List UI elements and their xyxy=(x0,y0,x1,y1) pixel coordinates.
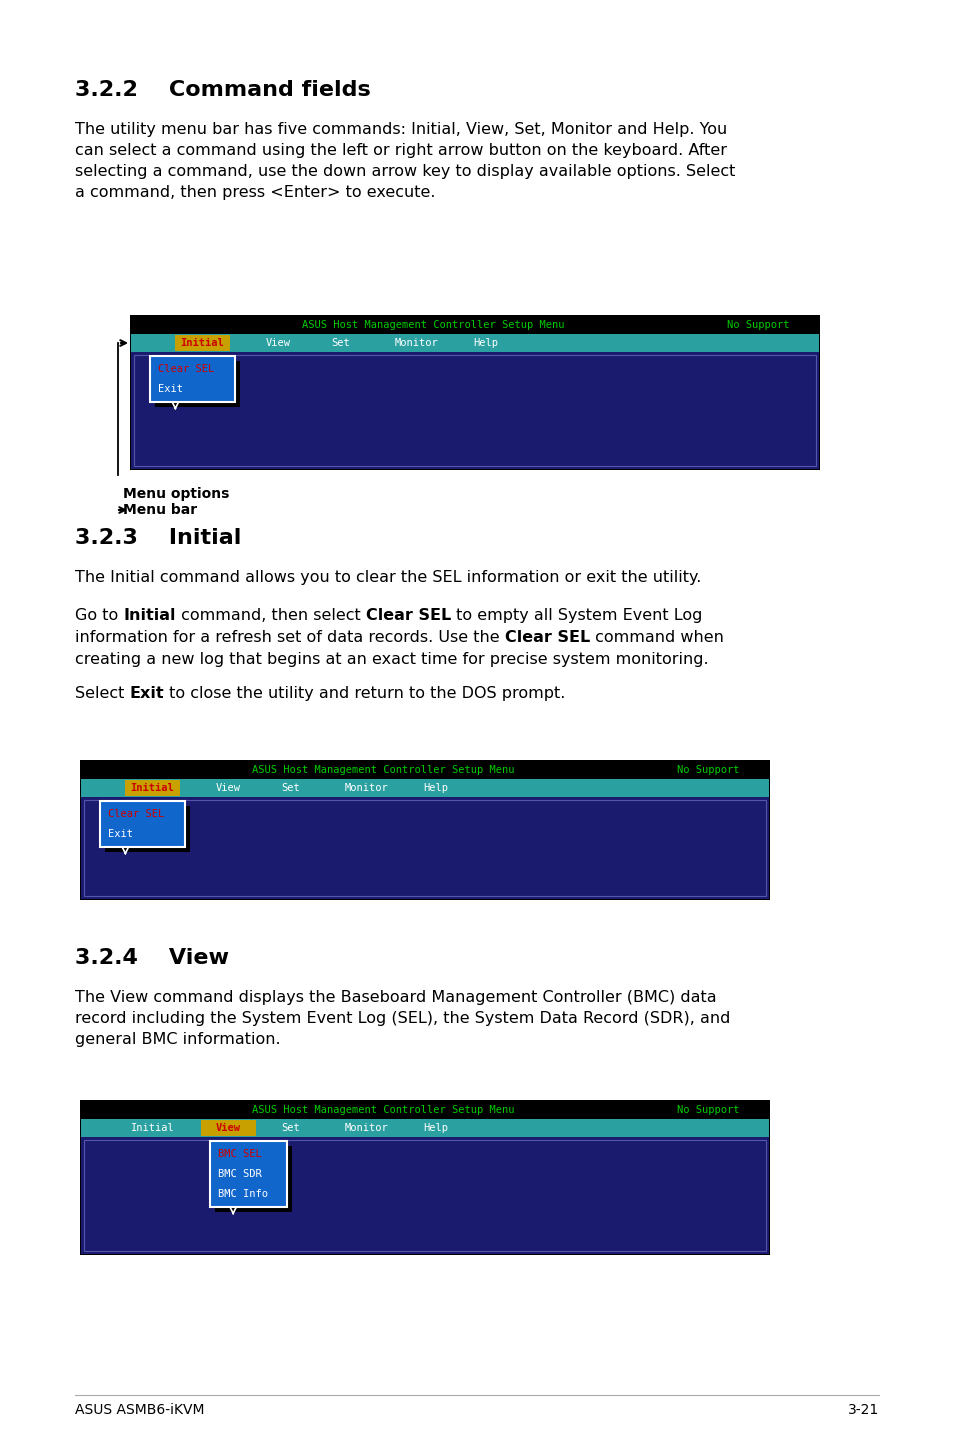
Bar xyxy=(80,761,769,900)
Text: Menu options: Menu options xyxy=(123,487,229,500)
Text: creating a new log that begins at an exact time for precise system monitoring.: creating a new log that begins at an exa… xyxy=(75,651,708,667)
Text: The Initial command allows you to clear the SEL information or exit the utility.: The Initial command allows you to clear … xyxy=(75,569,700,585)
Text: Clear SEL: Clear SEL xyxy=(108,810,164,820)
Bar xyxy=(84,1140,765,1251)
Text: ASUS Host Management Controller Setup Menu: ASUS Host Management Controller Setup Me… xyxy=(253,1104,515,1114)
Bar xyxy=(81,1119,768,1137)
Text: information for a refresh set of data records. Use the: information for a refresh set of data re… xyxy=(75,630,504,646)
Bar xyxy=(81,1102,768,1119)
Text: BMC Info: BMC Info xyxy=(218,1189,268,1199)
Bar xyxy=(133,355,815,466)
Text: Go to: Go to xyxy=(75,608,123,623)
Text: View: View xyxy=(215,784,240,792)
Text: Menu bar: Menu bar xyxy=(123,503,197,518)
Text: Clear SEL: Clear SEL xyxy=(365,608,451,623)
Text: to empty all System Event Log: to empty all System Event Log xyxy=(451,608,701,623)
Text: Set: Set xyxy=(281,1123,299,1133)
Text: Help: Help xyxy=(422,784,447,792)
Text: ASUS Host Management Controller Setup Menu: ASUS Host Management Controller Setup Me… xyxy=(302,321,564,329)
Bar xyxy=(201,1120,255,1136)
Bar xyxy=(125,779,180,797)
Bar xyxy=(131,316,818,334)
Bar xyxy=(130,315,820,470)
Bar xyxy=(131,352,818,469)
Text: Exit: Exit xyxy=(130,686,164,700)
Text: No Support: No Support xyxy=(676,1104,739,1114)
Text: Initial: Initial xyxy=(131,1123,174,1133)
Text: Monitor: Monitor xyxy=(344,784,388,792)
Bar xyxy=(210,1140,287,1206)
Text: The utility menu bar has five commands: Initial, View, Set, Monitor and Help. Yo: The utility menu bar has five commands: … xyxy=(75,122,735,200)
Text: Clear SEL: Clear SEL xyxy=(504,630,589,646)
Text: View: View xyxy=(266,338,291,348)
Text: The View command displays the Baseboard Management Controller (BMC) data
record : The View command displays the Baseboard … xyxy=(75,989,730,1047)
Text: Clear SEL: Clear SEL xyxy=(158,364,214,374)
Text: BMC SDR: BMC SDR xyxy=(218,1169,261,1179)
Bar xyxy=(154,361,239,407)
Bar xyxy=(81,779,768,797)
Text: 3.2.4    View: 3.2.4 View xyxy=(75,948,229,968)
Text: 3.2.2    Command fields: 3.2.2 Command fields xyxy=(75,81,371,101)
Text: BMC SEL: BMC SEL xyxy=(218,1149,261,1159)
Text: Monitor: Monitor xyxy=(394,338,437,348)
Bar xyxy=(80,1100,769,1255)
Bar xyxy=(100,801,185,847)
Bar xyxy=(81,797,768,899)
Text: Help: Help xyxy=(422,1123,447,1133)
Text: 3.2.3    Initial: 3.2.3 Initial xyxy=(75,528,241,548)
Text: View: View xyxy=(215,1123,240,1133)
Text: Initial: Initial xyxy=(123,608,175,623)
Bar xyxy=(131,334,818,352)
Text: No Support: No Support xyxy=(676,765,739,775)
Text: Initial: Initial xyxy=(180,338,224,348)
Text: No Support: No Support xyxy=(726,321,788,329)
Text: to close the utility and return to the DOS prompt.: to close the utility and return to the D… xyxy=(164,686,565,700)
Text: Initial: Initial xyxy=(131,784,174,792)
Text: ASUS Host Management Controller Setup Menu: ASUS Host Management Controller Setup Me… xyxy=(253,765,515,775)
Text: Monitor: Monitor xyxy=(344,1123,388,1133)
Bar xyxy=(81,1137,768,1254)
Text: Set: Set xyxy=(331,338,350,348)
Bar xyxy=(105,807,190,851)
Text: command when: command when xyxy=(589,630,723,646)
Text: Exit: Exit xyxy=(158,384,183,394)
Text: Set: Set xyxy=(281,784,299,792)
Bar xyxy=(214,1146,292,1212)
Bar xyxy=(81,761,768,779)
Bar xyxy=(174,335,230,351)
Text: ASUS ASMB6-iKVM: ASUS ASMB6-iKVM xyxy=(75,1403,204,1416)
Text: Exit: Exit xyxy=(108,828,132,838)
Text: Help: Help xyxy=(473,338,497,348)
Text: command, then select: command, then select xyxy=(175,608,365,623)
Text: 3-21: 3-21 xyxy=(847,1403,878,1416)
Text: Select: Select xyxy=(75,686,130,700)
Bar xyxy=(150,357,234,403)
Bar xyxy=(84,800,765,896)
